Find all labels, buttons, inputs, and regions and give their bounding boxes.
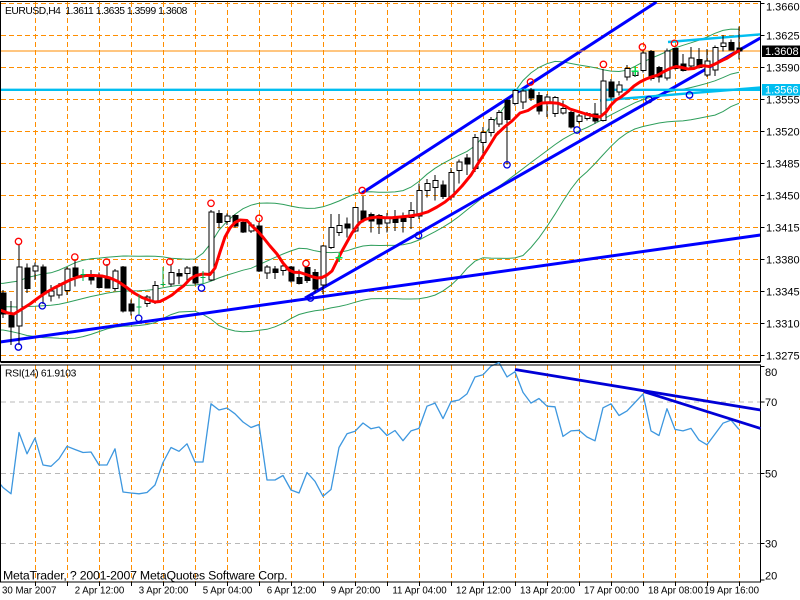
svg-text:1.3310: 1.3310 <box>766 319 800 331</box>
svg-text:18 Apr 08:00: 18 Apr 08:00 <box>648 586 704 597</box>
svg-text:1.3555: 1.3555 <box>766 95 800 107</box>
svg-text:1.3485: 1.3485 <box>766 159 800 171</box>
svg-text:1.3380: 1.3380 <box>766 255 800 267</box>
svg-text:11 Apr 04:00: 11 Apr 04:00 <box>392 586 447 597</box>
svg-text:17 Apr 00:00: 17 Apr 00:00 <box>584 586 640 597</box>
svg-text:1.3625: 1.3625 <box>766 31 800 43</box>
svg-text:70: 70 <box>765 397 777 409</box>
svg-text:1.3608: 1.3608 <box>765 46 799 58</box>
svg-text:5 Apr 04:00: 5 Apr 04:00 <box>203 586 253 597</box>
svg-text:1.3566: 1.3566 <box>765 85 799 97</box>
svg-text:MetaTrader, ? 2001-2007 MetaQu: MetaTrader, ? 2001-2007 MetaQuotes Softw… <box>3 569 287 583</box>
svg-text:1.3345: 1.3345 <box>766 287 800 299</box>
svg-text:19 Apr 16:00: 19 Apr 16:00 <box>704 586 760 597</box>
svg-text:30 Mar 2007: 30 Mar 2007 <box>2 586 56 597</box>
svg-text:1.3590: 1.3590 <box>766 63 800 75</box>
svg-text:50: 50 <box>765 469 777 481</box>
svg-text:2 Apr 12:00: 2 Apr 12:00 <box>75 586 125 597</box>
svg-text:9 Apr 20:00: 9 Apr 20:00 <box>331 586 381 597</box>
svg-text:80: 80 <box>765 367 777 379</box>
svg-text:6 Apr 12:00: 6 Apr 12:00 <box>267 586 317 597</box>
svg-text:1.3450: 1.3450 <box>766 191 800 203</box>
svg-text:13 Apr 20:00: 13 Apr 20:00 <box>520 586 576 597</box>
svg-text:12 Apr 12:00: 12 Apr 12:00 <box>456 586 512 597</box>
svg-text:RSI(14) 61.9103: RSI(14) 61.9103 <box>5 369 77 380</box>
svg-text:1.3275: 1.3275 <box>766 351 800 363</box>
svg-text:1.3520: 1.3520 <box>766 127 800 139</box>
svg-text:1.3660: 1.3660 <box>766 2 800 14</box>
svg-text:30: 30 <box>765 539 777 551</box>
svg-text:EURUSD,H4 1.3611 1.3635 1.359: EURUSD,H4 1.3611 1.3635 1.3599 1.3608 <box>5 6 188 17</box>
svg-text:3 Apr 20:00: 3 Apr 20:00 <box>139 586 189 597</box>
svg-text:1.3415: 1.3415 <box>766 223 800 235</box>
svg-text:20: 20 <box>765 571 777 583</box>
